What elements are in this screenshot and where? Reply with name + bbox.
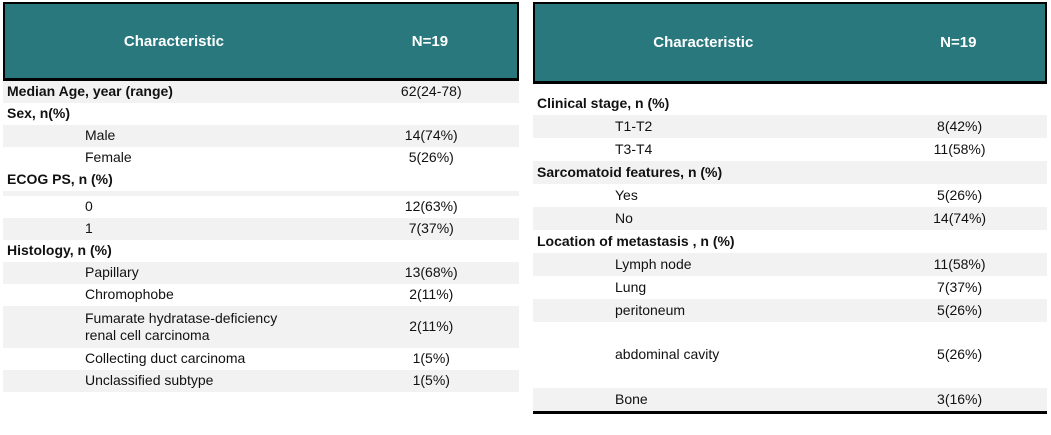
table-row: Median Age, year (range) 62(24-78) [3, 81, 519, 103]
table-row: Female 5(26%) [3, 147, 519, 169]
table-row: No 14(74%) [533, 207, 1047, 230]
table-row: ECOG PS, n (%) [3, 169, 519, 191]
table-row: Yes 5(26%) [533, 184, 1047, 207]
table-row: Bone 3(16%) [533, 388, 1047, 411]
row-label: Median Age, year (range) [7, 83, 173, 100]
row-label: 1 [85, 220, 93, 237]
column-header-n: N=19 [940, 34, 977, 51]
row-value: 8(42%) [937, 117, 983, 134]
row-value: 11(58%) [933, 255, 986, 272]
row-label: Sex, n(%) [7, 105, 71, 122]
table-row: Histology, n (%) [3, 240, 519, 262]
row-label: Sarcomatoid features, n (%) [537, 163, 723, 180]
left-table-body: Median Age, year (range) 62(24-78) Sex, n(… [3, 81, 519, 392]
row-label: Histology, n (%) [7, 242, 112, 259]
row-label: peritoneum [615, 301, 686, 318]
left-characteristics-table: Characteristic N=19 Median Age, year (ra… [3, 2, 519, 392]
row-label: 0 [85, 198, 93, 215]
row-label: T3-T4 [615, 140, 653, 157]
row-value: 1(5%) [412, 372, 450, 389]
row-label: Clinical stage, n (%) [537, 94, 670, 111]
table-row: Unclassified subtype 1(5%) [3, 370, 519, 392]
row-value: 5(26%) [937, 346, 983, 363]
column-header-n: N=19 [411, 32, 449, 50]
row-label: Yes [615, 186, 638, 203]
row-value: 14(74%) [933, 209, 987, 226]
row-label: Bone [615, 390, 648, 407]
left-table-header: Characteristic N=19 [3, 2, 519, 81]
table-row: T1-T2 8(42%) [533, 115, 1047, 138]
row-value: 5(26%) [937, 301, 983, 318]
row-value: 13(68%) [404, 264, 458, 281]
column-header-characteristic: Characteristic [123, 32, 224, 50]
row-label: Chromophobe [85, 286, 174, 303]
table-row: Sex, n(%) [3, 103, 519, 125]
table-row: 0 12(63%) [3, 196, 519, 218]
row-label: Unclassified subtype [85, 372, 214, 389]
row-value: 1(5%) [412, 350, 450, 367]
row-label: Location of metastasis , n (%) [537, 232, 735, 249]
row-label: Male [85, 127, 116, 144]
spacer-row [533, 378, 1047, 388]
row-value: 7(37%) [937, 278, 983, 295]
row-value: 7(37%) [408, 220, 454, 237]
row-value: 5(26%) [937, 186, 983, 203]
row-label: ECOG PS, n (%) [7, 171, 113, 188]
table-row: Papillary 13(68%) [3, 262, 519, 284]
row-label: Female [85, 149, 132, 166]
row-label: abdominal cavity [615, 346, 720, 363]
row-value: 2(11%) [409, 318, 454, 335]
row-value: 2(11%) [409, 286, 454, 303]
table-row: abdominal cavity 5(26%) [533, 332, 1047, 378]
row-label: T1-T2 [615, 117, 653, 134]
table-row: Clinical stage, n (%) [533, 92, 1047, 115]
row-value: 3(16%) [937, 390, 983, 407]
row-value: 11(58%) [933, 140, 986, 157]
right-table-body: Clinical stage, n (%) T1-T2 8(42%) T3-T4 11(… [533, 84, 1047, 414]
right-table-header: Characteristic N=19 [533, 2, 1047, 84]
table-row: Collecting duct carcinoma 1(5%) [3, 348, 519, 370]
row-label: Lung [615, 278, 647, 295]
table-row: Sarcomatoid features, n (%) [533, 161, 1047, 184]
table-row: Fumarate hydratase-deficiency renal cell… [3, 306, 519, 348]
table-row: Chromophobe 2(11%) [3, 284, 519, 306]
row-value: 62(24-78) [400, 83, 462, 100]
row-value: 5(26%) [408, 149, 454, 166]
table-row: T3-T4 11(58%) [533, 138, 1047, 161]
row-label: Fumarate hydratase-deficiency renal cell… [85, 309, 278, 344]
table-row: Lung 7(37%) [533, 276, 1047, 299]
column-header-characteristic: Characteristic [653, 34, 754, 51]
spacer-row [3, 191, 519, 196]
table-row: Location of metastasis , n (%) [533, 230, 1047, 253]
table-row: 1 7(37%) [3, 218, 519, 240]
table-row: peritoneum 5(26%) [533, 299, 1047, 322]
row-label: Collecting duct carcinoma [85, 350, 246, 367]
row-label: No [615, 209, 633, 226]
row-value: 12(63%) [404, 198, 458, 215]
right-characteristics-table: Characteristic N=19 Clinical stage, n (%… [533, 2, 1047, 414]
spacer-row [533, 84, 1047, 92]
table-row: Lymph node 11(58%) [533, 253, 1047, 276]
row-label: Lymph node [615, 255, 692, 272]
row-label: Papillary [85, 264, 139, 281]
row-value: 14(74%) [404, 127, 458, 144]
spacer-row [533, 322, 1047, 332]
table-row: Male 14(74%) [3, 125, 519, 147]
